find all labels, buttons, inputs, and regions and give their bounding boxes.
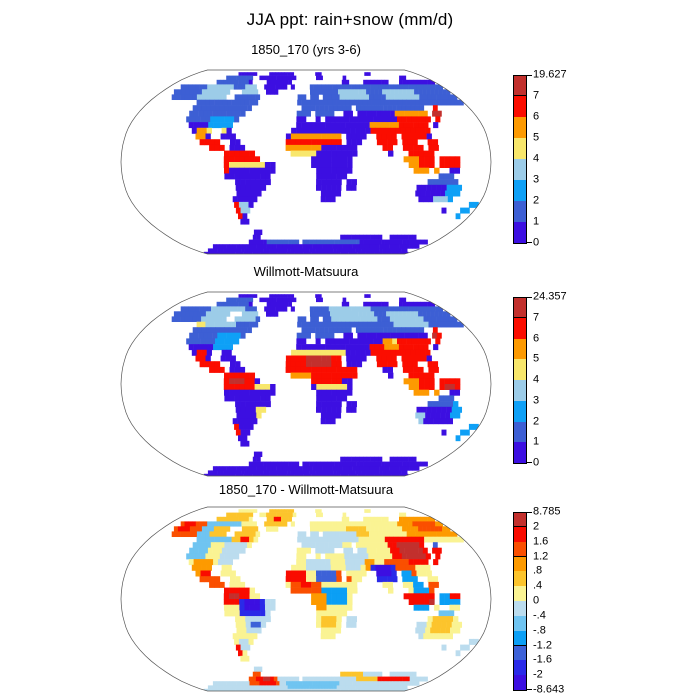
projection-outline [120, 291, 492, 477]
colorbar-segment [513, 117, 527, 139]
colorbar-top-tick [527, 512, 532, 513]
colorbar-tick-label: -8.643 [533, 683, 565, 696]
colorbar-tick-label: -.8 [533, 624, 546, 637]
colorbar-tick-label: 5 [533, 352, 540, 365]
colorbar-segment [513, 660, 527, 677]
colorbar-segment [513, 586, 527, 602]
panel-2-colorbar: 24.357 7 6 5 4 3 2 1 0 [513, 291, 567, 468]
colorbar-tick-label: .4 [533, 579, 543, 592]
colorbar-segment [513, 338, 527, 361]
colorbar-tick-label: 2 [533, 415, 540, 427]
colorbar-tick-label: -2 [533, 668, 543, 681]
colorbar-segment [513, 201, 527, 223]
colorbar-segment [513, 96, 527, 118]
panel-2-subtitle: Willmott-Matsuura [253, 264, 359, 279]
colorbar-tick-label: 8.785 [533, 505, 561, 518]
colorbar-segment [513, 601, 527, 617]
colorbar-tick-label: 5 [533, 131, 540, 144]
colorbar-tick-label: 19.627 [533, 68, 567, 81]
land-cells [171, 294, 479, 476]
colorbar-tick-label: 7 [533, 89, 540, 102]
panel-1-world-map [120, 69, 492, 255]
projection-outline [120, 69, 492, 255]
colorbar-tick-label: 1 [533, 435, 540, 448]
colorbar-tick-label: -1.2 [533, 639, 552, 651]
colorbar-bottom-tick [527, 689, 532, 690]
colorbar-tick-label: 4 [533, 373, 540, 386]
panel-3-colorbar: 8.785 2 1.6 1.2 .8 .4 0 -.4 -.8 -1.2 -1.6 -2 -8.643 [513, 506, 564, 695]
colorbar-segment [513, 222, 527, 244]
colorbar-bottom-tick [527, 242, 532, 243]
colorbar-top-tick [527, 75, 532, 76]
colorbar-tick-label: 0 [533, 594, 540, 607]
colorbar-segment [513, 512, 527, 527]
panel-3-subtitle: 1850_170 - Willmott-Matsuura [218, 482, 394, 497]
colorbar-segment [513, 645, 527, 662]
colorbar-bottom-tick [527, 462, 532, 463]
colorbar-tick-label: -.4 [533, 609, 546, 622]
colorbar-segment [513, 159, 527, 181]
colorbar-segment [513, 571, 527, 588]
colorbar-tick-label: 1.6 [533, 535, 549, 548]
colorbar-tick-label: 2 [533, 520, 540, 533]
colorbar-segment [513, 442, 527, 464]
colorbar-segment [513, 421, 527, 444]
colorbar-tick-label: 3 [533, 173, 540, 186]
colorbar-segment [513, 359, 527, 381]
colorbar-segment [513, 541, 527, 558]
colorbar-segment [513, 180, 527, 202]
figure-title: JJA ppt: rain+snow (mm/d) [246, 10, 454, 29]
colorbar-tick-label: 1 [533, 215, 540, 228]
colorbar-tick-label: 1.2 [533, 550, 549, 562]
colorbar-segment [513, 380, 527, 402]
colorbar-tick-label: 4 [533, 152, 540, 165]
colorbar-tick-label: 24.357 [533, 290, 567, 303]
colorbar-tick-label: 2 [533, 194, 540, 207]
colorbar-tick-label: 6 [533, 332, 540, 344]
colorbar-segment [513, 630, 527, 647]
colorbar-segment [513, 75, 527, 96]
land-cells [171, 509, 479, 691]
colorbar-segment [513, 400, 527, 423]
colorbar-tick-label: 3 [533, 394, 540, 407]
colorbar-segment [513, 675, 527, 691]
colorbar-top-tick [527, 297, 532, 298]
colorbar-segment [513, 297, 527, 318]
panel-1-subtitle: 1850_170 (yrs 3-6) [251, 42, 361, 57]
colorbar-segment [513, 526, 527, 543]
colorbar-segment [513, 615, 527, 632]
colorbar-segment [513, 138, 527, 160]
land-cells [171, 72, 479, 254]
colorbar-segment [513, 556, 527, 573]
colorbar-tick-label: .8 [533, 564, 543, 577]
panel-1-colorbar: 19.627 7 6 5 4 3 2 1 0 [513, 69, 567, 248]
panel-2-world-map [120, 291, 492, 477]
colorbar-segment [513, 317, 527, 340]
colorbar-tick-label: 7 [533, 311, 540, 324]
projection-outline [120, 506, 492, 692]
colorbar-tick-label: 0 [533, 236, 540, 249]
colorbar-tick-label: 0 [533, 456, 540, 469]
colorbar-tick-label: -1.6 [533, 653, 552, 666]
colorbar-tick-label: 6 [533, 110, 540, 123]
panel-3-world-map [120, 506, 492, 692]
